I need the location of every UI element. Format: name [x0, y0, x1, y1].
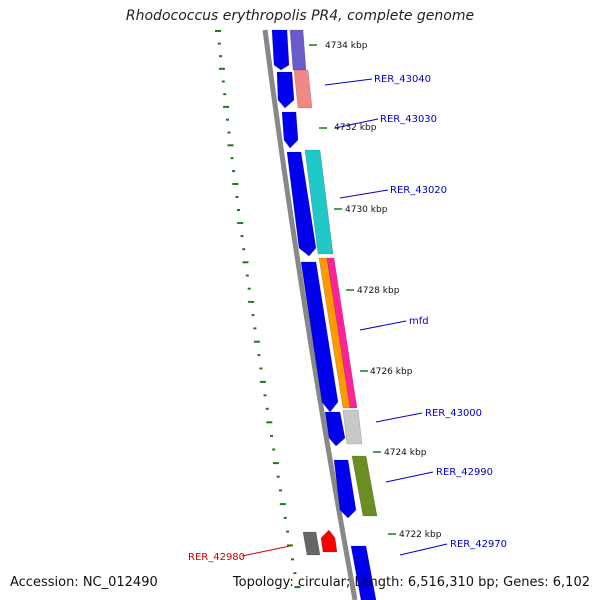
cds-rer-42970[interactable]: [350, 545, 377, 600]
gene-label-rer-43030[interactable]: RER_43030: [380, 114, 437, 125]
gc-skew-mark: [237, 222, 244, 224]
gene-label-rer-43040[interactable]: RER_43040: [374, 74, 431, 85]
gc-skew-mark: [223, 105, 230, 108]
label-leaders: [241, 78, 448, 557]
leader-rer-43020: [339, 189, 389, 199]
cds-rer-42990[interactable]: [351, 455, 378, 517]
leader-rer-43030: [334, 118, 379, 129]
gc-skew-mark: [235, 196, 239, 198]
cds-features: [271, 29, 378, 600]
gc-skew-mark: [219, 55, 223, 58]
gc-skew-mark: [221, 80, 225, 83]
cds-blue-4: [300, 261, 339, 413]
cds-top-purple: [289, 29, 307, 71]
genome-summary-text: Topology: circular; Length: 6,516,310 bp…: [232, 575, 590, 590]
gc-skew-mark: [266, 421, 273, 424]
gc-skew-mark: [242, 248, 246, 251]
gc-skew-mark: [247, 287, 251, 290]
gc-skew-mark: [245, 274, 249, 277]
map-title: Rhodococcus erythropolis PR4, complete g…: [125, 8, 475, 24]
cds-blue-3: [286, 151, 317, 257]
gc-skew-mark: [230, 157, 234, 160]
leader-mfd: [359, 320, 407, 331]
cds-rer-43000[interactable]: [342, 409, 363, 445]
scale-label-4730: 4730 kbp: [345, 205, 388, 215]
genome-backbone: [262, 29, 358, 600]
cds-blue-2: [276, 71, 295, 109]
gc-skew-mark: [248, 300, 255, 303]
accession-text: Accession: NC_012490: [10, 575, 158, 590]
gc-skew-mark: [232, 170, 236, 173]
gc-skew-mark: [276, 475, 280, 478]
gc-skew-mark: [270, 434, 273, 437]
gc-skew-mark: [294, 586, 301, 589]
cds-rer-43020[interactable]: [304, 149, 334, 255]
scale-label-4726: 4726 kbp: [370, 367, 413, 377]
cds-rer-42980-red[interactable]: [320, 529, 338, 553]
gene-label-rer-42980[interactable]: RER_42980: [188, 552, 245, 563]
gc-skew-mark: [293, 572, 297, 575]
gc-skew-mark: [283, 516, 287, 519]
scale-label-4728: 4728 kbp: [357, 286, 400, 296]
gc-skew-mark: [227, 144, 234, 147]
gc-skew-mark: [259, 367, 263, 370]
gc-skew-mark: [237, 209, 240, 211]
gc-skew-mark: [227, 131, 231, 134]
gc-skew-mark: [223, 93, 227, 96]
leader-rer-43000: [375, 412, 423, 423]
gc-skew-mark: [263, 394, 267, 397]
cds-mfd-pink[interactable]: [326, 257, 358, 409]
gene-label-rer-43000[interactable]: RER_43000: [425, 408, 482, 419]
cds-blue-1: [271, 29, 290, 71]
gc-skew-mark: [253, 340, 260, 343]
gc-skew-mark: [240, 235, 244, 238]
gc-skew-mark: [251, 314, 255, 317]
gc-skew-mark: [218, 67, 225, 70]
gc-skew-mark: [242, 261, 249, 264]
gene-label-rer-42990[interactable]: RER_42990: [436, 467, 493, 478]
gc-skew-mark: [265, 407, 269, 410]
gc-skew-mark: [291, 558, 294, 561]
gene-label-rer-42970[interactable]: RER_42970: [450, 539, 507, 550]
gc-skew-mark: [232, 183, 239, 185]
leader-rer-42970: [399, 543, 448, 556]
scale-label-4722: 4722 kbp: [399, 530, 442, 540]
leader-rer-42980: [241, 545, 291, 557]
gc-skew-mark: [217, 42, 221, 45]
gc-skew-mark: [279, 503, 286, 506]
gc-skew-mark: [215, 30, 221, 32]
cds-blue-5: [324, 411, 346, 447]
gene-label-mfd[interactable]: mfd: [409, 316, 429, 327]
gc-skew-mark: [287, 544, 293, 547]
leader-rer-43040: [324, 78, 373, 86]
scale-label-4732: 4732 kbp: [334, 123, 377, 133]
gc-skew-mark: [253, 327, 257, 330]
cds-rer-42980-gray[interactable]: [302, 531, 321, 556]
cds-rer-43030[interactable]: [281, 111, 299, 149]
gc-skew-mark: [272, 448, 276, 451]
cds-rer-43040[interactable]: [293, 69, 313, 109]
cds-blue-6: [333, 459, 357, 519]
gc-skew-mark: [286, 530, 290, 533]
gc-skew-mark: [226, 118, 229, 121]
gc-skew-mark: [257, 354, 261, 357]
gc-skew-mark: [272, 462, 279, 465]
gc-skew-mark: [279, 489, 282, 492]
gc-skew-mark: [259, 380, 266, 383]
scale-ticks: [309, 44, 396, 535]
scale-label-4734: 4734 kbp: [325, 41, 368, 51]
gc-skew-track: [215, 30, 301, 589]
scale-label-4724: 4724 kbp: [384, 448, 427, 458]
leader-rer-42990: [385, 471, 434, 483]
gene-label-rer-43020[interactable]: RER_43020: [390, 185, 447, 196]
